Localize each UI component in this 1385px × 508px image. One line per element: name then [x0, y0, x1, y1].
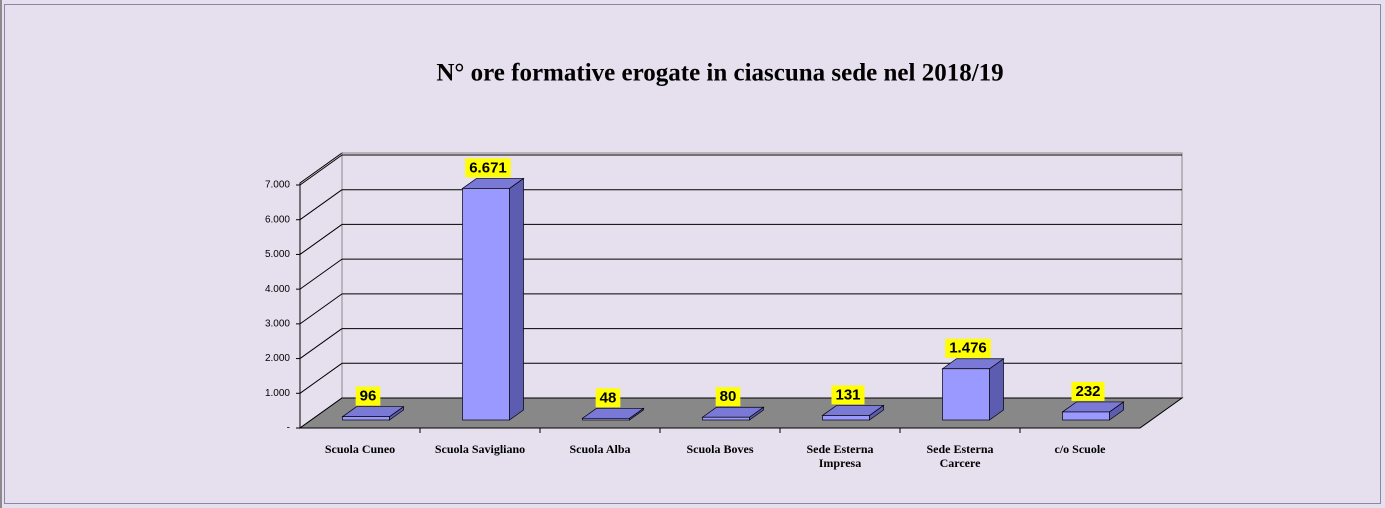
y-tick-label: 4.000 — [265, 284, 290, 295]
value-label: 6.671 — [469, 159, 507, 176]
x-tick-label: Scuola Savigliano — [434, 442, 526, 456]
y-tick-label: 1.000 — [265, 388, 290, 399]
grid-line — [299, 258, 343, 290]
value-label-bg — [831, 385, 865, 405]
y-tick-label: 5.000 — [265, 249, 290, 260]
y-tick-label: 6.000 — [265, 214, 290, 225]
value-label-bg — [465, 158, 511, 178]
bar — [942, 368, 990, 421]
chart-title: N° ore formative erogate in ciascuna sed… — [436, 60, 1003, 87]
grid-line — [299, 362, 343, 394]
y-tick-label: 3.000 — [265, 318, 290, 329]
bar — [582, 417, 630, 421]
bar — [342, 416, 390, 421]
bar — [822, 415, 870, 421]
grid-line — [299, 189, 343, 221]
x-tick-label: c/o Scuole — [1054, 442, 1106, 456]
value-label-bg — [715, 387, 741, 407]
value-label: 232 — [1075, 383, 1100, 400]
bar — [1062, 411, 1110, 421]
bar — [702, 416, 750, 421]
y-tick-label: - — [287, 423, 290, 434]
bar — [462, 188, 510, 421]
x-tick-label: Scuola Boves — [686, 442, 754, 456]
value-label: 1.476 — [949, 340, 987, 357]
value-label-bg — [945, 338, 991, 358]
value-label-bg — [355, 386, 381, 406]
bar-side — [509, 177, 524, 421]
y-tick-label: 2.000 — [265, 353, 290, 364]
grid-line — [299, 154, 343, 186]
bar-side — [989, 358, 1004, 421]
x-tick-label: Scuola Alba — [569, 442, 631, 456]
x-tick-label: Sede Esterna Impresa — [806, 442, 874, 470]
x-tick-label: Scuola Cuneo — [324, 442, 396, 456]
y-tick-label: 7.000 — [265, 180, 290, 191]
value-label-bg — [595, 388, 621, 408]
value-label-bg — [1071, 381, 1105, 401]
x-tick-label: Sede Esterna Carcere — [926, 442, 994, 470]
grid-line — [299, 328, 343, 359]
grid-line — [299, 224, 343, 255]
value-label: 80 — [720, 388, 737, 405]
value-label: 96 — [360, 388, 377, 405]
value-label: 48 — [600, 389, 617, 406]
value-label: 131 — [835, 386, 860, 403]
grid-line — [299, 293, 343, 325]
